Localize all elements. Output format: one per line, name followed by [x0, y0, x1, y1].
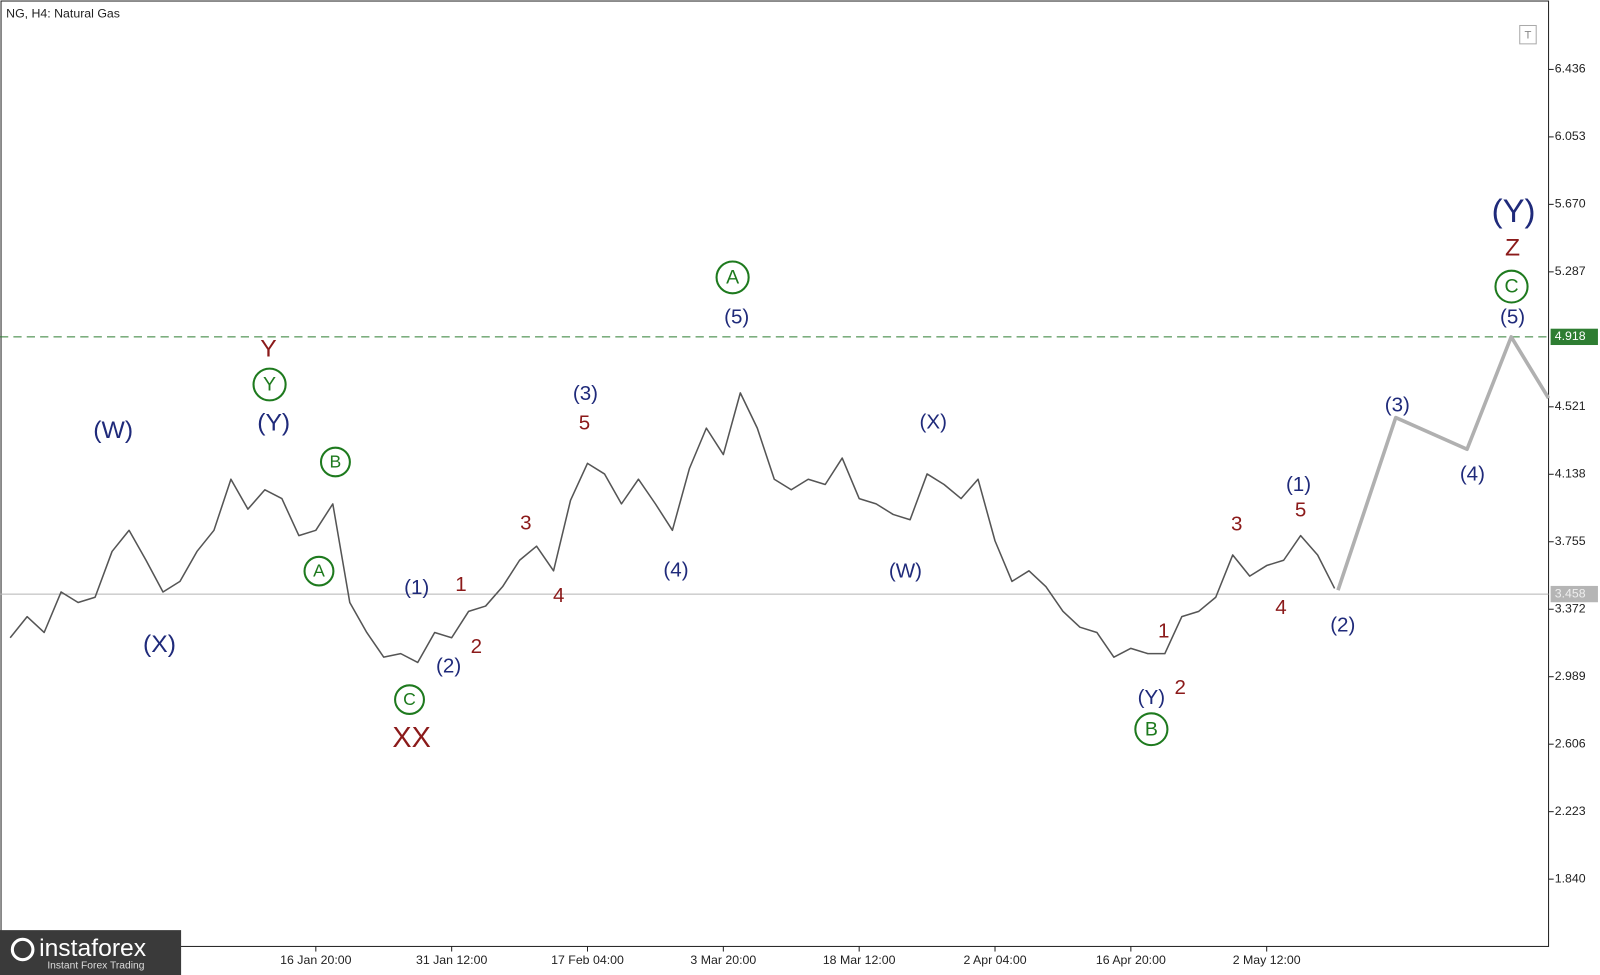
price-level-box — [1550, 585, 1598, 603]
wave-label: (1) — [404, 576, 429, 599]
x-tick-label: 18 Mar 12:00 — [823, 953, 896, 967]
wave-label: B — [330, 452, 342, 472]
wave-label: (3) — [1385, 393, 1410, 416]
wave-label: C — [403, 689, 416, 709]
y-tick-label: 4.521 — [1555, 399, 1586, 413]
chart-title: NG, H4: Natural Gas — [6, 7, 120, 21]
plot: 1.840 2.223 2.606 2.989 3.372 3.755 4.138 4.521… — [0, 62, 1598, 967]
wave-label: Y — [260, 335, 276, 362]
wave-label: B — [1145, 718, 1158, 740]
wave-circle — [319, 446, 351, 478]
y-tick-label: 4.138 — [1555, 467, 1586, 481]
wave-label: A — [726, 267, 739, 289]
wave-label: (X) — [143, 631, 176, 658]
x-tick-label: 31 Jan 12:00 — [416, 953, 488, 967]
wave-label: 4 — [1275, 596, 1286, 619]
logo: instaforex Instant Forex Trading — [0, 930, 182, 975]
wave-label: Z — [1505, 234, 1520, 261]
wave-label: 2 — [1174, 676, 1185, 699]
y-tick-label: 5.670 — [1555, 197, 1586, 211]
wave-label: (1) — [1286, 473, 1311, 496]
wave-circle — [394, 684, 425, 715]
wave-label: (W) — [93, 417, 133, 444]
y-tick-label: 6.053 — [1555, 129, 1586, 143]
wave-label: (4) — [663, 559, 688, 582]
wave-circle — [715, 260, 750, 295]
wave-label: (5) — [724, 306, 749, 329]
wave-circle — [1494, 269, 1529, 304]
wave-label: 2 — [471, 635, 482, 658]
x-tick-label: 2 Apr 04:00 — [963, 953, 1026, 967]
toolbar-button[interactable] — [1519, 24, 1537, 45]
wave-label: C — [1504, 276, 1518, 298]
y-tick-label: 2.606 — [1555, 736, 1586, 750]
y-tick-label: 3.755 — [1555, 534, 1586, 548]
wave-label: (3) — [573, 382, 598, 405]
wave-label: 5 — [579, 412, 590, 435]
y-tick-label: 6.436 — [1555, 62, 1586, 76]
price-level-label: 4.918 — [1555, 329, 1586, 343]
logo-icon — [10, 937, 35, 962]
x-tick-label: 3 Mar 20:00 — [690, 953, 756, 967]
wave-label: (2) — [436, 654, 461, 677]
x-tick-label: 2 May 12:00 — [1233, 953, 1301, 967]
wave-label: (Y) — [1138, 686, 1165, 709]
wave-label: (2) — [1330, 614, 1355, 637]
wave-label: XX — [392, 722, 430, 754]
wave-label: (5) — [1500, 306, 1525, 329]
wave-label: 3 — [1231, 513, 1242, 536]
wave-label: (Y) — [1492, 192, 1536, 229]
wave-circle — [1134, 712, 1169, 747]
wave-label: (W) — [889, 560, 922, 583]
plot-frame — [0, 0, 1550, 947]
price-line — [9, 392, 1336, 664]
wave-circle — [303, 555, 335, 587]
price-line — [1336, 335, 1551, 591]
y-tick-label: 2.223 — [1555, 804, 1586, 818]
wave-label: A — [313, 561, 325, 581]
wave-label: Y — [263, 374, 276, 396]
x-tick-label: 16 Jan 20:00 — [280, 953, 352, 967]
toolbar-icon: T — [1525, 30, 1532, 42]
wave-label: 3 — [520, 512, 531, 535]
y-tick-label: 5.287 — [1555, 264, 1586, 278]
wave-label: (Y) — [257, 410, 290, 437]
logo-name: instaforex — [39, 935, 147, 962]
y-tick-label: 3.372 — [1555, 602, 1586, 616]
price-level-box — [1550, 328, 1598, 346]
price-level-label: 3.458 — [1555, 586, 1586, 600]
wave-circle — [252, 367, 287, 402]
x-tick-label: 16 Apr 20:00 — [1096, 953, 1166, 967]
wave-label: 5 — [1295, 498, 1306, 521]
y-tick-label: 2.989 — [1555, 669, 1586, 683]
wave-label: 1 — [1158, 620, 1169, 643]
logo-box — [0, 930, 182, 975]
wave-label: 4 — [553, 584, 564, 607]
wave-label: (4) — [1460, 463, 1485, 486]
y-tick-label: 1.840 — [1555, 871, 1586, 885]
x-tick-label: 17 Feb 04:00 — [551, 953, 624, 967]
logo-tagline: Instant Forex Trading — [47, 961, 144, 972]
wave-label: 1 — [455, 573, 466, 596]
wave-label: (X) — [920, 411, 947, 434]
